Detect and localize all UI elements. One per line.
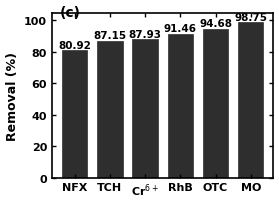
Text: (c): (c)	[60, 6, 81, 20]
Bar	[238, 23, 263, 178]
Text: 94.68: 94.68	[199, 19, 232, 29]
Text: 87.15: 87.15	[93, 31, 126, 41]
Bar	[133, 40, 158, 178]
Text: 80.92: 80.92	[58, 40, 91, 50]
Bar	[97, 41, 122, 178]
Bar	[168, 35, 193, 178]
Text: 91.46: 91.46	[164, 24, 197, 34]
Y-axis label: Removal (%): Removal (%)	[6, 51, 19, 140]
Text: 87.93: 87.93	[129, 29, 162, 39]
Bar	[62, 51, 87, 178]
Text: 98.75: 98.75	[234, 12, 267, 22]
Bar	[203, 30, 228, 178]
